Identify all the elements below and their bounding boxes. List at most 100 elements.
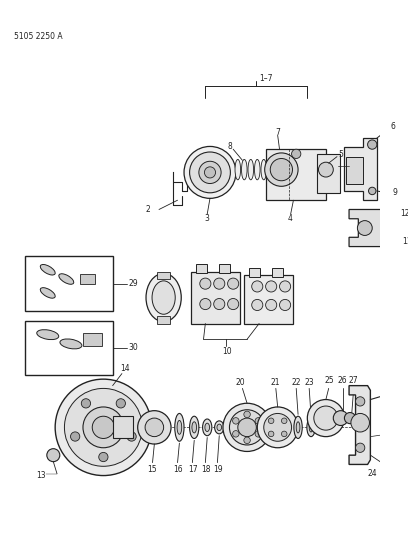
Circle shape [145,418,164,437]
Circle shape [228,298,239,310]
Circle shape [92,416,115,439]
Circle shape [214,298,225,310]
Circle shape [355,443,365,453]
Circle shape [127,432,136,441]
Text: 25: 25 [324,376,334,385]
Text: 14: 14 [120,364,130,373]
Text: 5105 2250 A: 5105 2250 A [14,31,63,41]
Bar [249,268,260,277]
Circle shape [292,149,301,158]
Circle shape [233,431,239,437]
Text: 20: 20 [236,378,246,387]
Ellipse shape [205,423,210,432]
Bar [266,149,326,200]
Ellipse shape [215,421,224,434]
Circle shape [204,167,215,178]
Text: 19: 19 [213,465,222,474]
Circle shape [47,449,60,462]
Text: 13: 13 [37,471,46,480]
Circle shape [279,281,290,292]
Bar [219,264,231,273]
Circle shape [368,140,377,149]
Bar [272,268,283,277]
Bar [113,416,133,439]
Ellipse shape [40,264,55,275]
Circle shape [116,399,125,408]
Circle shape [55,379,152,475]
Circle shape [200,278,211,289]
Ellipse shape [192,422,197,433]
Circle shape [184,147,236,198]
Circle shape [307,400,344,437]
Text: 11: 11 [402,237,408,246]
Circle shape [265,153,298,187]
Ellipse shape [248,159,253,180]
Circle shape [333,410,348,425]
Text: 26: 26 [337,376,347,385]
Bar [317,154,340,193]
Circle shape [266,281,277,292]
Text: 6: 6 [391,123,396,132]
Circle shape [244,411,251,418]
Ellipse shape [146,273,181,321]
Text: 2: 2 [145,205,150,214]
Ellipse shape [309,423,313,432]
Text: 1–7: 1–7 [259,74,273,83]
Circle shape [255,418,262,424]
Circle shape [314,406,338,430]
Circle shape [264,414,292,441]
Text: 21: 21 [270,378,280,387]
Circle shape [137,410,171,444]
Circle shape [99,453,108,462]
Text: 29: 29 [129,279,138,288]
Bar [80,274,95,284]
Circle shape [190,152,231,193]
Ellipse shape [235,159,241,180]
Circle shape [268,418,274,424]
Text: 4: 4 [288,214,293,223]
Circle shape [244,437,251,443]
Text: 16: 16 [173,465,182,474]
Text: 5: 5 [339,150,344,159]
Bar [346,157,363,184]
Text: 23: 23 [304,378,314,387]
Polygon shape [349,209,386,247]
Text: 8: 8 [228,142,232,151]
Text: 24: 24 [368,469,377,478]
Ellipse shape [177,421,182,434]
Ellipse shape [152,281,175,314]
Bar [244,276,293,324]
Circle shape [233,418,239,424]
Text: 3: 3 [204,214,209,223]
Text: 10: 10 [222,347,232,356]
Circle shape [368,187,376,195]
Bar [157,272,170,279]
Polygon shape [344,138,377,200]
Text: 7: 7 [275,128,280,137]
Circle shape [279,300,290,311]
Ellipse shape [175,414,184,441]
Ellipse shape [59,274,74,284]
Text: 18: 18 [201,465,210,474]
Bar [83,333,102,346]
Circle shape [319,162,333,177]
Text: 22: 22 [292,378,301,387]
Ellipse shape [40,288,55,298]
Circle shape [357,221,372,236]
Text: 12: 12 [400,209,408,217]
Bar [191,272,239,324]
Circle shape [64,389,142,466]
Bar [24,256,113,311]
Circle shape [252,281,263,292]
Ellipse shape [307,418,315,437]
Ellipse shape [37,330,59,340]
Circle shape [282,431,287,437]
Circle shape [200,298,211,310]
Circle shape [81,399,91,408]
Circle shape [71,432,80,441]
Circle shape [223,403,271,451]
Text: 9: 9 [392,188,397,197]
Circle shape [238,418,256,437]
Bar [157,316,170,324]
Ellipse shape [296,422,300,433]
